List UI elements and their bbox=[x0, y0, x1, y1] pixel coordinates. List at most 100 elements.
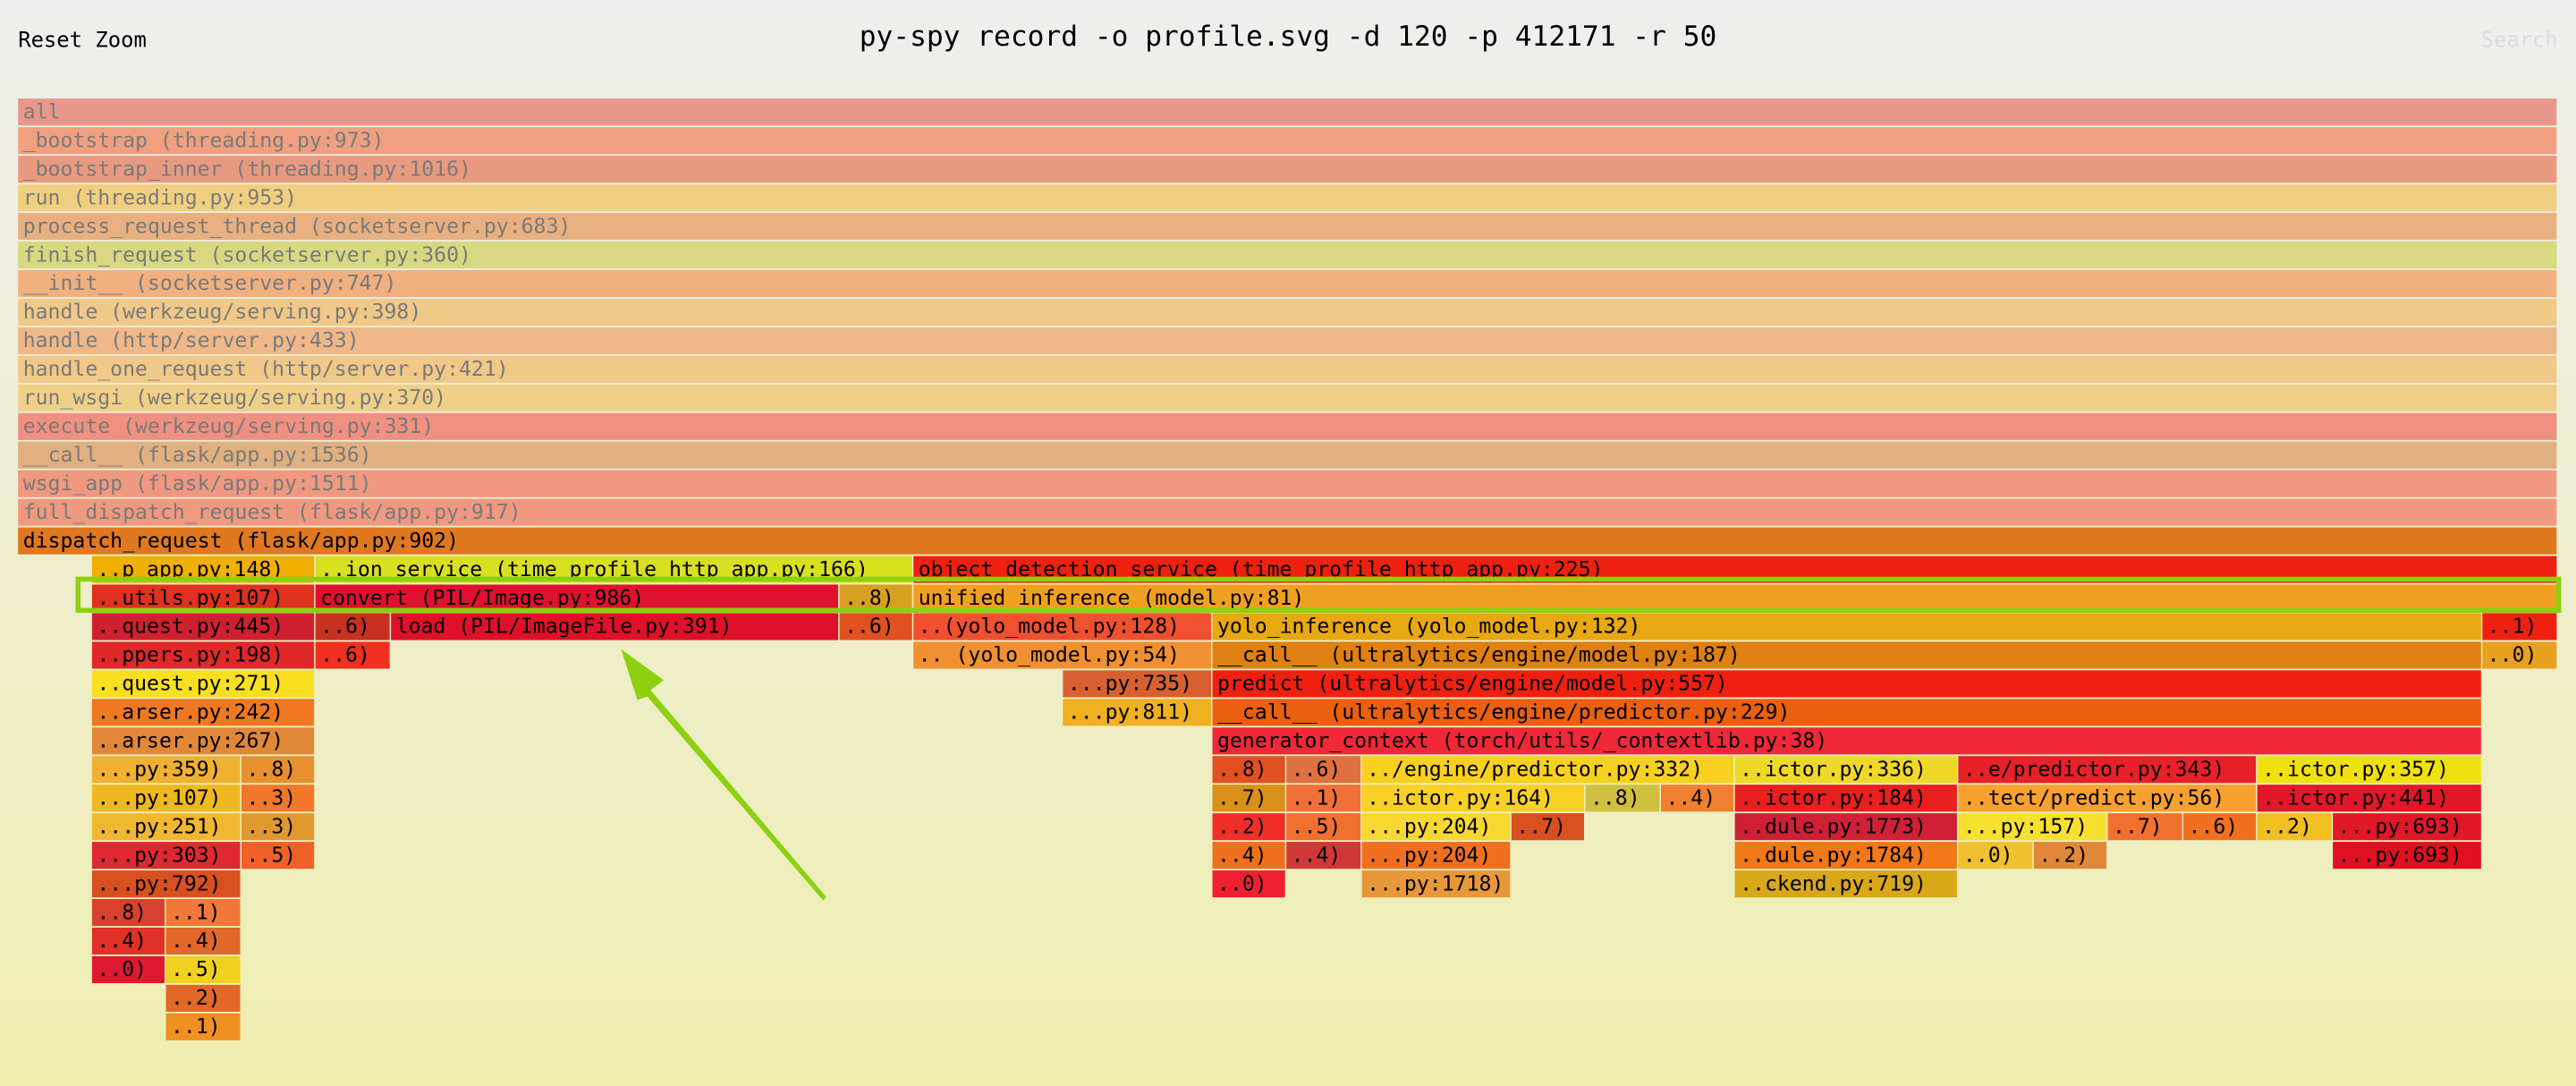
frame[interactable]: ..0) bbox=[1958, 842, 2033, 870]
frame[interactable]: ..arser.py:242) bbox=[91, 699, 315, 726]
frame[interactable]: ..ictor.py:357) bbox=[2257, 756, 2481, 784]
frame[interactable]: yolo_inference (yolo_model.py:132) bbox=[1212, 613, 2481, 641]
frame[interactable]: run_wsgi (werkzeug/serving.py:370) bbox=[18, 384, 2557, 411]
frame[interactable]: ..dule.py:1773) bbox=[1734, 813, 1957, 841]
frame[interactable]: ..2) bbox=[1212, 813, 1285, 841]
frame[interactable]: ..8) bbox=[839, 584, 912, 612]
frame[interactable]: generator_context (torch/utils/_contextl… bbox=[1212, 727, 2481, 755]
frame[interactable]: ...py:204) bbox=[1361, 813, 1511, 841]
frame[interactable]: ..0) bbox=[1212, 870, 1285, 898]
frame[interactable]: ..ictor.py:184) bbox=[1734, 785, 1957, 812]
frame[interactable]: ..utils.py:107) bbox=[91, 584, 315, 612]
frame[interactable]: ...py:735) bbox=[1063, 670, 1212, 698]
frame[interactable]: ..4) bbox=[1660, 785, 1734, 812]
frame[interactable]: ..4) bbox=[1286, 842, 1361, 870]
frame[interactable]: unified_inference (model.py:81) bbox=[913, 584, 2557, 612]
frame[interactable]: ..8) bbox=[91, 898, 165, 927]
frame[interactable]: ..7) bbox=[2107, 813, 2182, 841]
frame[interactable]: ..4) bbox=[91, 927, 165, 955]
frame[interactable]: ...py:204) bbox=[1361, 842, 1511, 870]
frame[interactable]: ..4) bbox=[165, 927, 241, 955]
frame[interactable]: ..quest.py:271) bbox=[91, 670, 315, 698]
frame[interactable]: ..5) bbox=[165, 955, 241, 984]
frame[interactable]: ...py:251) bbox=[91, 813, 241, 841]
frame[interactable]: all bbox=[18, 98, 2557, 126]
frame[interactable]: process_request_thread (socketserver.py:… bbox=[18, 213, 2557, 241]
frame[interactable]: ..0) bbox=[91, 955, 165, 984]
frame[interactable]: ..6) bbox=[2183, 813, 2257, 841]
frame[interactable]: ..4) bbox=[1212, 842, 1285, 870]
frame[interactable]: wsgi_app (flask/app.py:1511) bbox=[18, 470, 2557, 497]
frame[interactable]: ...py:811) bbox=[1063, 699, 1212, 726]
frame[interactable]: ..1) bbox=[165, 1013, 241, 1040]
frame[interactable]: __call__ (ultralytics/engine/model.py:18… bbox=[1212, 641, 2481, 669]
frame[interactable]: ..5) bbox=[242, 842, 315, 870]
frame[interactable]: ..3) bbox=[242, 785, 315, 812]
frame[interactable]: ..ictor.py:164) bbox=[1361, 785, 1584, 812]
frame[interactable]: handle (werkzeug/serving.py:398) bbox=[18, 298, 2557, 327]
frame[interactable]: ..5) bbox=[1286, 813, 1361, 841]
frame[interactable]: ...py:107) bbox=[91, 785, 241, 812]
reset-zoom[interactable]: Reset Zoom bbox=[18, 27, 147, 52]
frame-box bbox=[1063, 670, 1212, 698]
frame-label: ..2) bbox=[2262, 815, 2312, 838]
frame[interactable]: ...py:359) bbox=[91, 756, 241, 784]
frame[interactable]: ..ppers.py:198) bbox=[91, 641, 315, 669]
frame[interactable]: ...py:693) bbox=[2333, 813, 2481, 841]
frame[interactable]: dispatch_request (flask/app.py:902) bbox=[18, 527, 2557, 555]
frame[interactable]: ..8) bbox=[1585, 785, 1660, 812]
frame[interactable]: ..quest.py:445) bbox=[91, 613, 315, 641]
frame[interactable]: ..1) bbox=[1286, 785, 1361, 812]
frame[interactable]: ..0) bbox=[2482, 641, 2557, 669]
frame[interactable]: handle_one_request (http/server.py:421) bbox=[18, 355, 2557, 383]
frame[interactable]: ..ckend.py:719) bbox=[1734, 870, 1957, 898]
frame[interactable]: ..e/predictor.py:343) bbox=[1958, 756, 2257, 784]
frame[interactable]: ..6) bbox=[315, 613, 390, 641]
frame[interactable]: ..6) bbox=[1286, 756, 1361, 784]
frame[interactable]: __call__ (flask/app.py:1536) bbox=[18, 441, 2557, 469]
frame[interactable]: ..8) bbox=[1212, 756, 1285, 784]
frame[interactable]: ..ictor.py:336) bbox=[1734, 756, 1957, 784]
frame[interactable]: predict (ultralytics/engine/model.py:557… bbox=[1212, 670, 2481, 698]
frame[interactable]: _bootstrap_inner (threading.py:1016) bbox=[18, 156, 2557, 183]
frame[interactable]: finish_request (socketserver.py:360) bbox=[18, 241, 2557, 269]
frame-box bbox=[18, 241, 2557, 269]
frame[interactable]: handle (http/server.py:433) bbox=[18, 327, 2557, 354]
frame[interactable]: .. (yolo_model.py:54) bbox=[913, 641, 1212, 669]
frame[interactable]: convert (PIL/Image.py:986) bbox=[315, 584, 839, 612]
frame[interactable]: execute (werkzeug/serving.py:331) bbox=[18, 412, 2557, 440]
frame[interactable]: ..arser.py:267) bbox=[91, 727, 315, 755]
frame[interactable]: ..dule.py:1784) bbox=[1734, 842, 1957, 870]
frame[interactable]: ..ictor.py:441) bbox=[2257, 785, 2481, 812]
frame[interactable]: ..tect/predict.py:56) bbox=[1958, 785, 2257, 812]
frame[interactable]: ...py:693) bbox=[2333, 842, 2481, 870]
search[interactable]: Search bbox=[2481, 27, 2558, 52]
frame-label: ..quest.py:271) bbox=[97, 673, 284, 696]
frame[interactable]: ..6) bbox=[839, 613, 912, 641]
frame[interactable]: ../engine/predictor.py:332) bbox=[1361, 756, 1734, 784]
frame[interactable]: ..1) bbox=[165, 898, 241, 927]
frame[interactable]: ..1) bbox=[2482, 613, 2557, 641]
frame[interactable]: ..2) bbox=[2033, 842, 2107, 870]
frame-label: ..6) bbox=[1292, 759, 1342, 782]
frame[interactable]: ...py:303) bbox=[91, 842, 241, 870]
frame-box bbox=[165, 898, 241, 927]
frame[interactable]: run (threading.py:953) bbox=[18, 184, 2557, 212]
frame[interactable]: _bootstrap (threading.py:973) bbox=[18, 127, 2557, 155]
frame[interactable]: __init__ (socketserver.py:747) bbox=[18, 269, 2557, 298]
frame[interactable]: ..(yolo_model.py:128) bbox=[913, 613, 1212, 641]
frame[interactable]: ...py:792) bbox=[91, 870, 241, 898]
frame[interactable]: ..3) bbox=[242, 813, 315, 841]
frame[interactable]: ...py:157) bbox=[1958, 813, 2107, 841]
frame[interactable]: ..2) bbox=[165, 984, 241, 1012]
frame[interactable]: load (PIL/ImageFile.py:391) bbox=[391, 613, 839, 641]
frame[interactable]: ..7) bbox=[1511, 813, 1584, 841]
frame[interactable]: full_dispatch_request (flask/app.py:917) bbox=[18, 498, 2557, 526]
frame[interactable]: ..8) bbox=[242, 756, 315, 784]
frame[interactable]: ..6) bbox=[315, 641, 390, 669]
frame[interactable]: ..7) bbox=[1212, 785, 1285, 812]
frame[interactable]: ..2) bbox=[2257, 813, 2332, 841]
frame[interactable]: __call__ (ultralytics/engine/predictor.p… bbox=[1212, 699, 2481, 726]
frame-box bbox=[18, 470, 2557, 497]
frame[interactable]: ...py:1718) bbox=[1361, 870, 1511, 898]
